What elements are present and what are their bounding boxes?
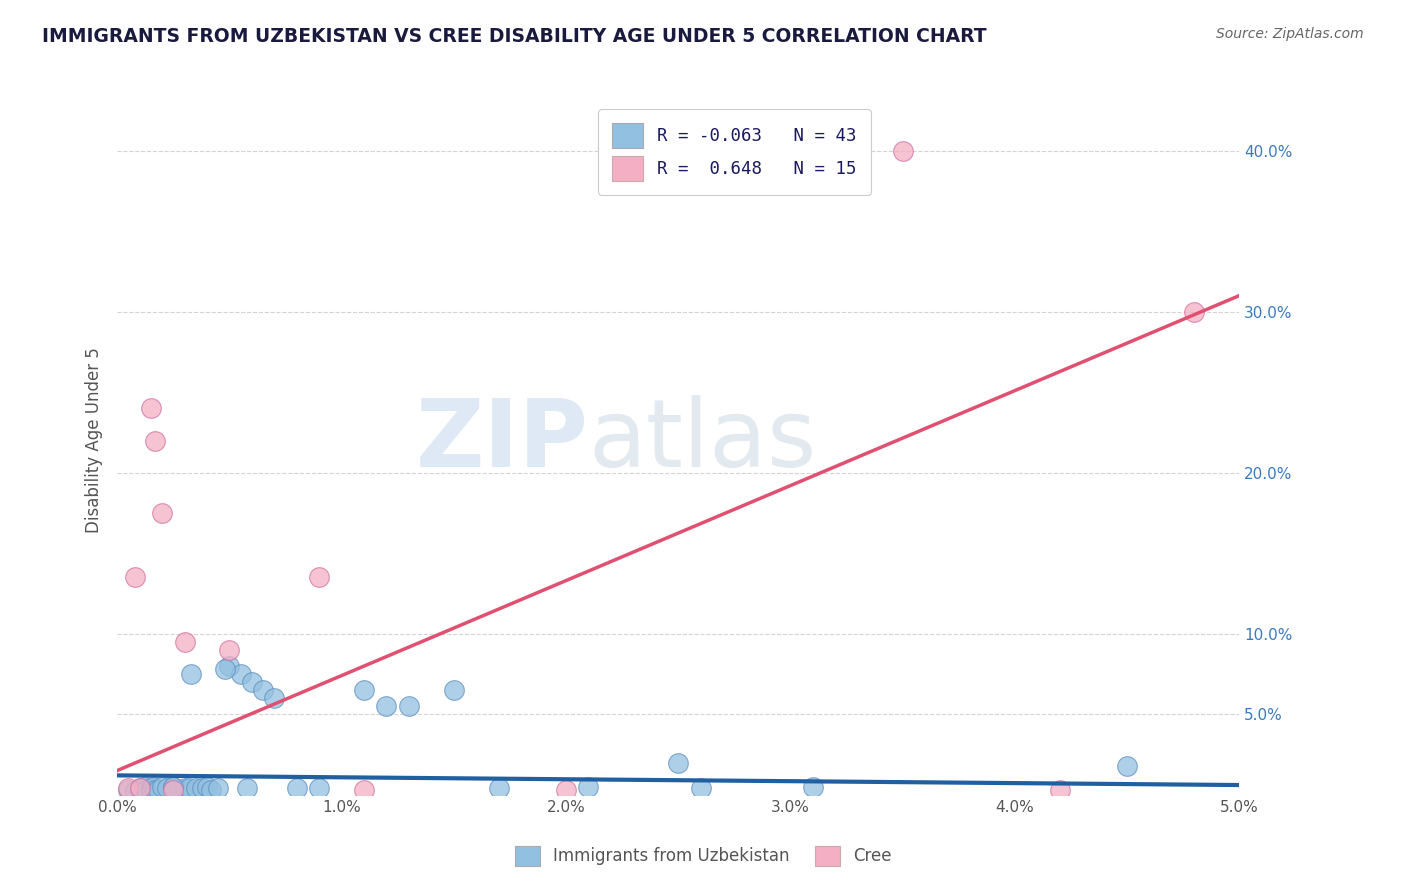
Point — [173, 634, 195, 648]
Point — [184, 781, 207, 796]
Point — [150, 780, 173, 794]
Text: atlas: atlas — [589, 394, 817, 486]
Point — [177, 781, 200, 796]
Point — [218, 659, 240, 673]
Point — [801, 780, 824, 794]
Text: Source: ZipAtlas.com: Source: ZipAtlas.com — [1216, 27, 1364, 41]
Point — [252, 683, 274, 698]
Point — [229, 667, 252, 681]
Text: IMMIGRANTS FROM UZBEKISTAN VS CREE DISABILITY AGE UNDER 5 CORRELATION CHART: IMMIGRANTS FROM UZBEKISTAN VS CREE DISAB… — [42, 27, 987, 45]
Point — [666, 756, 689, 770]
Point — [375, 699, 398, 714]
Point — [139, 781, 162, 796]
Point — [150, 506, 173, 520]
Point — [555, 783, 578, 797]
Point — [207, 781, 229, 796]
Point — [139, 401, 162, 416]
Point — [173, 781, 195, 796]
Point — [117, 783, 139, 797]
Point — [236, 781, 259, 796]
Legend: Immigrants from Uzbekistan, Cree: Immigrants from Uzbekistan, Cree — [502, 832, 904, 880]
Point — [1182, 304, 1205, 318]
Point — [214, 662, 236, 676]
Point — [128, 783, 150, 797]
Point — [689, 781, 711, 796]
Point — [891, 144, 914, 158]
Point — [191, 781, 214, 796]
Point — [200, 783, 222, 797]
Point — [308, 570, 330, 584]
Point — [128, 781, 150, 796]
Point — [1049, 783, 1071, 797]
Point — [143, 783, 166, 797]
Y-axis label: Disability Age Under 5: Disability Age Under 5 — [86, 348, 103, 533]
Point — [124, 784, 146, 798]
Point — [353, 783, 375, 797]
Point — [578, 780, 600, 794]
Point — [134, 780, 156, 794]
Point — [124, 570, 146, 584]
Point — [169, 783, 191, 797]
Point — [285, 781, 308, 796]
Point — [240, 675, 263, 690]
Point — [308, 781, 330, 796]
Point — [139, 783, 162, 797]
Point — [128, 781, 150, 796]
Legend: R = -0.063   N = 43, R =  0.648   N = 15: R = -0.063 N = 43, R = 0.648 N = 15 — [598, 109, 870, 194]
Point — [218, 642, 240, 657]
Point — [162, 783, 184, 797]
Point — [195, 780, 218, 794]
Text: ZIP: ZIP — [416, 394, 589, 486]
Point — [398, 699, 420, 714]
Point — [162, 780, 184, 794]
Point — [1116, 758, 1139, 772]
Point — [443, 683, 465, 698]
Point — [263, 691, 285, 706]
Point — [117, 781, 139, 796]
Point — [142, 780, 165, 794]
Point — [353, 683, 375, 698]
Point — [146, 783, 169, 797]
Point — [135, 783, 157, 797]
Point — [162, 780, 184, 794]
Point — [155, 781, 177, 796]
Point — [143, 434, 166, 448]
Point — [488, 781, 510, 796]
Point — [180, 667, 202, 681]
